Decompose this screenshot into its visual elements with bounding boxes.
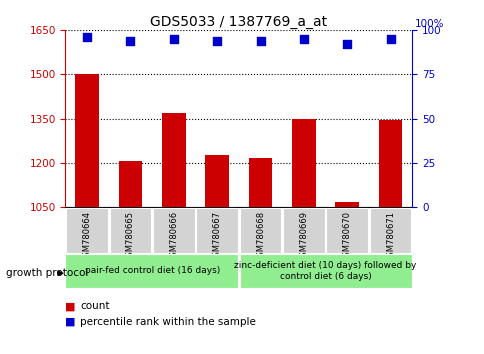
Bar bbox=[326, 207, 367, 253]
Point bbox=[213, 38, 221, 44]
Point bbox=[169, 36, 177, 42]
Text: percentile rank within the sample: percentile rank within the sample bbox=[80, 317, 256, 327]
Title: GDS5033 / 1387769_a_at: GDS5033 / 1387769_a_at bbox=[150, 15, 327, 29]
Text: zinc-deficient diet (10 days) followed by
control diet (6 days): zinc-deficient diet (10 days) followed b… bbox=[234, 261, 416, 280]
Point bbox=[256, 38, 264, 44]
Bar bbox=[66, 207, 108, 253]
Bar bbox=[153, 207, 194, 253]
Bar bbox=[162, 113, 185, 207]
Bar bbox=[240, 254, 411, 288]
Point bbox=[386, 36, 393, 42]
Text: ■: ■ bbox=[65, 301, 76, 311]
Text: GSM780664: GSM780664 bbox=[82, 211, 91, 262]
Text: GSM780666: GSM780666 bbox=[169, 211, 178, 262]
Text: growth protocol: growth protocol bbox=[6, 268, 88, 278]
Bar bbox=[196, 207, 238, 253]
Bar bbox=[65, 254, 237, 288]
Bar bbox=[118, 161, 142, 207]
Text: GSM780665: GSM780665 bbox=[126, 211, 135, 262]
Text: GSM780667: GSM780667 bbox=[212, 211, 221, 262]
Text: ■: ■ bbox=[65, 317, 76, 327]
Text: count: count bbox=[80, 301, 109, 311]
Bar bbox=[205, 155, 228, 207]
Point bbox=[126, 38, 134, 44]
Point bbox=[343, 41, 350, 47]
Bar bbox=[334, 202, 359, 207]
Text: 100%: 100% bbox=[414, 19, 443, 29]
Point bbox=[300, 36, 307, 42]
Text: GSM780670: GSM780670 bbox=[342, 211, 351, 262]
Bar bbox=[378, 120, 402, 207]
Bar bbox=[369, 207, 410, 253]
Text: GSM780668: GSM780668 bbox=[256, 211, 264, 262]
Text: pair-fed control diet (16 days): pair-fed control diet (16 days) bbox=[84, 266, 219, 275]
Bar bbox=[283, 207, 324, 253]
Bar bbox=[291, 119, 315, 207]
Point bbox=[83, 34, 91, 40]
Bar bbox=[248, 159, 272, 207]
Text: GSM780669: GSM780669 bbox=[299, 211, 308, 262]
Bar bbox=[109, 207, 151, 253]
Text: GSM780671: GSM780671 bbox=[385, 211, 394, 262]
Bar bbox=[239, 207, 281, 253]
Bar bbox=[75, 74, 99, 207]
